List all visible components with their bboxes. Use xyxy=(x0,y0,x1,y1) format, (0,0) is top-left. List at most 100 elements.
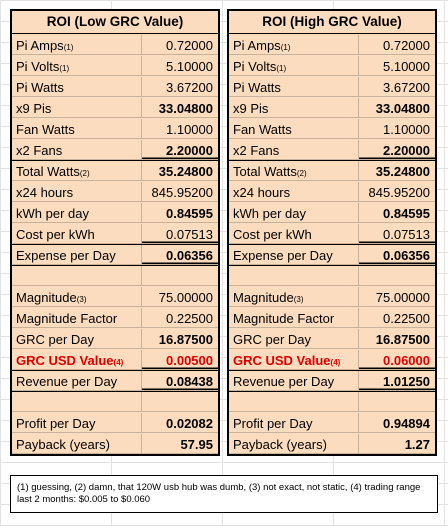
row-value[interactable]: 16.87500 xyxy=(158,332,213,347)
row-label[interactable]: Total Watts(2) xyxy=(229,161,359,180)
row-label[interactable]: Pi Watts xyxy=(12,77,142,96)
row-value[interactable]: 0.72000 xyxy=(383,38,430,53)
table-row[interactable]: Magnitude(3) 75.00000 xyxy=(229,286,435,307)
row-label[interactable]: Pi Amps(1) xyxy=(12,35,142,54)
row-value[interactable]: 5.10000 xyxy=(166,59,213,74)
table-row[interactable]: Magnitude(3) 75.00000 xyxy=(12,286,218,307)
row-label[interactable]: Payback (years) xyxy=(12,434,142,453)
row-value[interactable]: 0.22500 xyxy=(383,311,430,326)
table-row[interactable]: Revenue per Day 0.08438 xyxy=(12,370,218,391)
table-row[interactable]: x9 Pis 33.04800 xyxy=(229,97,435,118)
row-label[interactable]: Pi Watts xyxy=(229,77,359,96)
row-label[interactable]: Magnitude Factor xyxy=(12,308,142,327)
row-label[interactable]: GRC USD Value(4) xyxy=(229,350,359,369)
table-row[interactable]: x24 hours 845.95200 xyxy=(12,181,218,202)
table-row[interactable]: Magnitude Factor 0.22500 xyxy=(12,307,218,328)
table-row[interactable]: Fan Watts 1.10000 xyxy=(229,118,435,139)
row-value[interactable]: 845.95200 xyxy=(368,185,430,200)
row-label[interactable]: Profit per Day xyxy=(12,413,142,432)
row-label[interactable]: Fan Watts xyxy=(12,119,142,138)
row-label[interactable]: Fan Watts xyxy=(229,119,359,138)
blank-row[interactable] xyxy=(229,391,435,412)
table-row[interactable]: Pi Volts(1) 5.10000 xyxy=(229,55,435,76)
table-row[interactable]: Profit per Day 0.94894 xyxy=(229,412,435,433)
table-row[interactable]: Revenue per Day 1.01250 xyxy=(229,370,435,391)
row-value[interactable]: 0.72000 xyxy=(166,38,213,53)
row-value[interactable]: 1.01250 xyxy=(359,371,435,390)
row-value[interactable]: 33.04800 xyxy=(375,101,430,116)
row-value[interactable]: 0.84595 xyxy=(383,206,430,221)
row-value[interactable]: 2.20000 xyxy=(359,140,435,159)
row-value[interactable]: 845.95200 xyxy=(151,185,213,200)
row-label[interactable]: Expense per Day xyxy=(12,245,142,264)
row-value[interactable] xyxy=(142,266,218,285)
row-value[interactable]: 75.00000 xyxy=(375,290,430,305)
row-label[interactable]: x9 Pis xyxy=(229,98,359,117)
row-label[interactable]: x2 Fans xyxy=(229,140,359,159)
table-row[interactable]: Total Watts(2) 35.24800 xyxy=(229,160,435,181)
row-label[interactable]: Profit per Day xyxy=(229,413,359,432)
row-value[interactable]: 0.02082 xyxy=(166,416,213,431)
row-value[interactable]: 1.27 xyxy=(404,437,430,452)
row-value[interactable]: 3.67200 xyxy=(383,80,430,95)
table-row[interactable]: x2 Fans 2.20000 xyxy=(229,139,435,160)
row-value[interactable]: 0.08438 xyxy=(142,371,218,390)
row-value[interactable]: 0.22500 xyxy=(166,311,213,326)
blank-row[interactable] xyxy=(12,265,218,286)
row-label[interactable] xyxy=(229,392,359,411)
row-label[interactable]: x2 Fans xyxy=(12,140,142,159)
row-label[interactable]: Pi Amps(1) xyxy=(229,35,359,54)
blank-row[interactable] xyxy=(12,391,218,412)
row-label[interactable]: Pi Volts(1) xyxy=(229,56,359,75)
blank-row[interactable] xyxy=(229,265,435,286)
footnote-cell[interactable]: (1) guessing, (2) damn, that 120W usb hu… xyxy=(10,475,438,513)
table-row[interactable]: GRC USD Value(4) 0.06000 xyxy=(229,349,435,370)
row-value[interactable]: 5.10000 xyxy=(383,59,430,74)
row-label[interactable]: Magnitude(3) xyxy=(12,287,142,306)
table-row[interactable]: Expense per Day 0.06356 xyxy=(229,244,435,265)
row-value[interactable]: 0.00500 xyxy=(142,350,218,369)
table-row[interactable]: Payback (years) 1.27 xyxy=(229,433,435,454)
row-value[interactable]: 1.10000 xyxy=(166,122,213,137)
row-label[interactable]: Pi Volts(1) xyxy=(12,56,142,75)
row-label[interactable]: x9 Pis xyxy=(12,98,142,117)
row-value[interactable]: 33.04800 xyxy=(158,101,213,116)
table-row[interactable]: Cost per kWh 0.07513 xyxy=(12,223,218,244)
row-value[interactable]: 35.24800 xyxy=(158,164,213,179)
row-value[interactable]: 0.07513 xyxy=(142,224,218,243)
row-label[interactable] xyxy=(12,266,142,285)
table-row[interactable]: Payback (years) 57.95 xyxy=(12,433,218,454)
row-label[interactable] xyxy=(12,392,142,411)
table-row[interactable]: GRC per Day 16.87500 xyxy=(229,328,435,349)
row-value[interactable]: 75.00000 xyxy=(158,290,213,305)
table-row[interactable]: x9 Pis 33.04800 xyxy=(12,97,218,118)
table-row[interactable]: Fan Watts 1.10000 xyxy=(12,118,218,139)
row-label[interactable]: Magnitude Factor xyxy=(229,308,359,327)
row-value[interactable]: 3.67200 xyxy=(166,80,213,95)
row-value[interactable]: 0.07513 xyxy=(359,224,435,243)
table-row[interactable]: Pi Volts(1) 5.10000 xyxy=(12,55,218,76)
row-value[interactable]: 0.06356 xyxy=(359,245,435,264)
row-value[interactable]: 0.06356 xyxy=(142,245,218,264)
roi-high-title[interactable]: ROI (High GRC Value) xyxy=(229,11,435,34)
row-label[interactable]: GRC per Day xyxy=(229,329,359,348)
row-value[interactable] xyxy=(142,392,218,411)
row-value[interactable] xyxy=(359,392,435,411)
table-row[interactable]: Expense per Day 0.06356 xyxy=(12,244,218,265)
row-label[interactable]: Magnitude(3) xyxy=(229,287,359,306)
row-value[interactable]: 0.84595 xyxy=(166,206,213,221)
row-label[interactable] xyxy=(229,266,359,285)
table-row[interactable]: Pi Amps(1) 0.72000 xyxy=(12,34,218,55)
table-row[interactable]: Pi Watts 3.67200 xyxy=(12,76,218,97)
row-label[interactable]: kWh per day xyxy=(229,203,359,222)
row-value[interactable]: 0.94894 xyxy=(383,416,430,431)
row-label[interactable]: Cost per kWh xyxy=(229,224,359,243)
row-label[interactable]: GRC USD Value(4) xyxy=(12,350,142,369)
row-label[interactable]: Payback (years) xyxy=(229,434,359,453)
table-row[interactable]: Total Watts(2) 35.24800 xyxy=(12,160,218,181)
table-row[interactable]: kWh per day 0.84595 xyxy=(12,202,218,223)
row-label[interactable]: Expense per Day xyxy=(229,245,359,264)
table-row[interactable]: Pi Amps(1) 0.72000 xyxy=(229,34,435,55)
table-row[interactable]: kWh per day 0.84595 xyxy=(229,202,435,223)
row-value[interactable]: 35.24800 xyxy=(375,164,430,179)
